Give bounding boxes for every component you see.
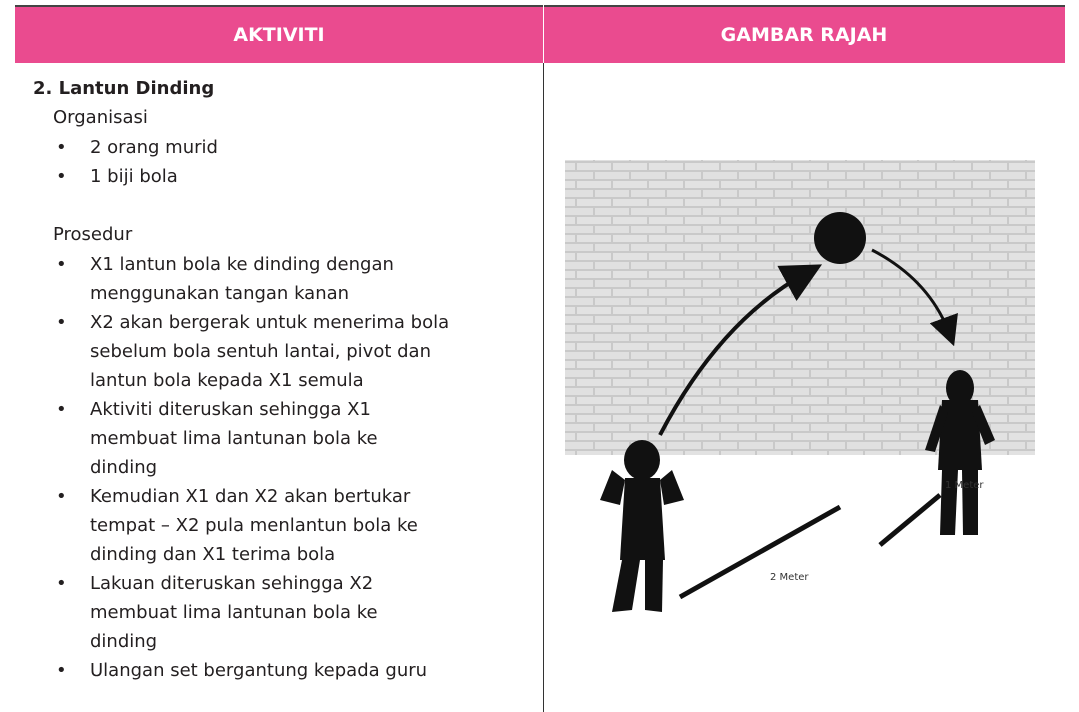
list-item-line: dinding xyxy=(90,631,158,652)
list-item-line: Ulangan set bergantung kepada guru xyxy=(90,660,428,681)
list-item-line: Aktiviti diteruskan sehingga X1 xyxy=(90,399,371,420)
bullet: • xyxy=(56,137,67,158)
list-item-line: Kemudian X1 dan X2 akan bertukar xyxy=(90,486,411,507)
bullet: • xyxy=(56,660,67,681)
bullet: • xyxy=(56,312,67,333)
distance-label: 2 Meter xyxy=(770,572,809,583)
distance-line xyxy=(878,493,942,547)
player-x2 xyxy=(925,370,995,535)
list-item-line: dinding dan X1 terima bola xyxy=(90,544,336,565)
header-divider xyxy=(543,5,544,63)
ball xyxy=(814,212,866,264)
bullet: • xyxy=(56,254,67,275)
bullet: • xyxy=(56,399,67,420)
list-item-line: dinding xyxy=(90,457,158,478)
column-divider xyxy=(543,63,544,712)
list-item-line: tempat – X2 pula menlantun bola ke xyxy=(90,515,418,536)
table-header: AKTIVITI GAMBAR RAJAH xyxy=(15,5,1065,63)
list-item-line: X2 akan bergerak untuk menerima bola xyxy=(90,312,450,333)
section-heading: Prosedur xyxy=(53,224,133,245)
bullet: • xyxy=(56,573,67,594)
distance-line xyxy=(678,504,842,600)
list-item-line: lantun bola kepada X1 semula xyxy=(90,370,364,391)
list-item-line: 2 orang murid xyxy=(90,137,218,158)
list-item-line: menggunakan tangan kanan xyxy=(90,283,350,304)
player-x1 xyxy=(600,440,684,612)
list-item-line: Lakuan diteruskan sehingga X2 xyxy=(90,573,374,594)
bullet: • xyxy=(56,166,67,187)
list-item-line: membuat lima lantunan bola ke xyxy=(90,428,378,449)
list-item-line: X1 lantun bola ke dinding dengan xyxy=(90,254,394,275)
section-heading: Organisasi xyxy=(53,107,148,128)
arrow xyxy=(871,248,958,347)
column-header: AKTIVITI xyxy=(233,24,325,46)
arrow xyxy=(658,264,823,436)
list-item-line: membuat lima lantunan bola ke xyxy=(90,602,378,623)
bullet: • xyxy=(56,486,67,507)
activity-title: 2. Lantun Dinding xyxy=(33,78,215,99)
column-header: GAMBAR RAJAH xyxy=(720,24,888,46)
list-item-line: 1 biji bola xyxy=(90,166,178,187)
list-item-line: sebelum bola sentuh lantai, pivot dan xyxy=(90,341,431,362)
distance-label: 1 Meter xyxy=(945,480,984,491)
